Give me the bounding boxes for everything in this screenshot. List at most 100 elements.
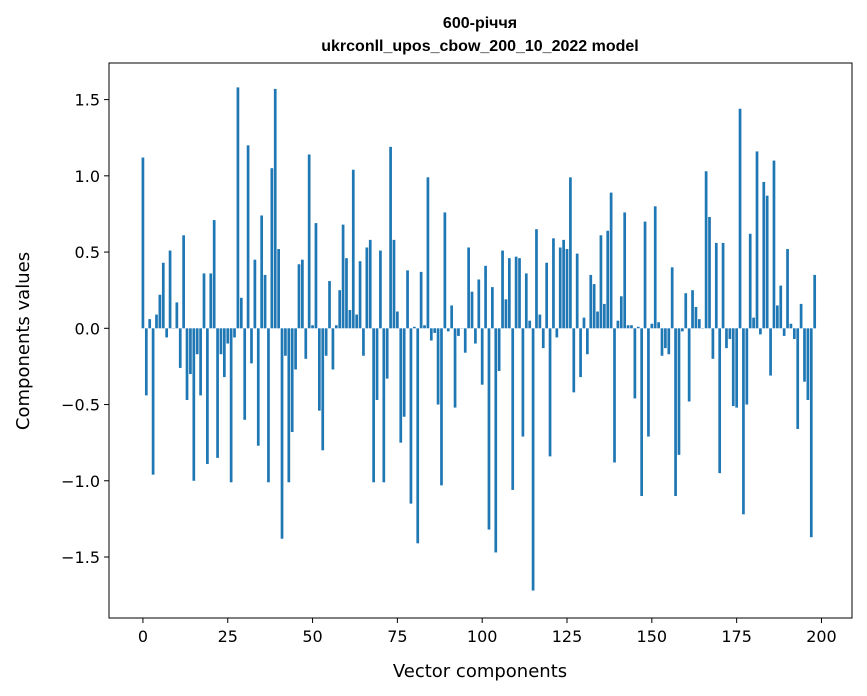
x-tick-label: 0 bbox=[138, 627, 148, 646]
bar-104 bbox=[494, 328, 498, 553]
bar-194 bbox=[799, 303, 803, 329]
bar-191 bbox=[789, 323, 793, 329]
bar-2 bbox=[148, 319, 152, 329]
bar-105 bbox=[497, 328, 501, 371]
bar-96 bbox=[467, 247, 470, 329]
bar-174 bbox=[731, 328, 735, 407]
bar-78 bbox=[406, 270, 409, 329]
bar-22 bbox=[216, 328, 219, 458]
bar-137 bbox=[606, 230, 610, 329]
bar-53 bbox=[321, 328, 325, 451]
bar-149 bbox=[647, 328, 650, 437]
y-tick-label: 0.0 bbox=[75, 319, 100, 338]
bar-60 bbox=[345, 258, 348, 329]
bar-132 bbox=[589, 274, 593, 329]
x-tick-label: 25 bbox=[218, 627, 238, 646]
bar-134 bbox=[596, 311, 599, 329]
bar-75 bbox=[396, 311, 399, 329]
bar-92 bbox=[453, 328, 457, 408]
bar-142 bbox=[623, 212, 627, 329]
bar-147 bbox=[640, 328, 644, 497]
bar-158 bbox=[677, 328, 681, 455]
x-tick-label: 100 bbox=[467, 627, 498, 646]
bar-101 bbox=[484, 265, 487, 329]
bar-58 bbox=[338, 290, 342, 329]
bar-185 bbox=[769, 328, 772, 376]
bar-14 bbox=[189, 328, 192, 375]
bar-59 bbox=[341, 224, 345, 329]
bar-164 bbox=[697, 319, 701, 329]
bar-119 bbox=[545, 262, 549, 329]
bar-151 bbox=[653, 206, 657, 329]
bar-139 bbox=[613, 328, 616, 463]
bar-179 bbox=[748, 233, 752, 329]
bar-76 bbox=[399, 328, 403, 443]
bar-57 bbox=[334, 325, 338, 329]
bar-49 bbox=[307, 154, 311, 329]
bar-43 bbox=[287, 328, 291, 483]
bar-198 bbox=[813, 274, 817, 329]
bar-45 bbox=[294, 328, 297, 370]
bar-97 bbox=[470, 291, 474, 329]
bar-70 bbox=[379, 250, 382, 329]
y-tick-label: −0.5 bbox=[61, 396, 100, 415]
bar-106 bbox=[501, 250, 504, 329]
bar-16 bbox=[195, 328, 199, 355]
x-tick-label: 50 bbox=[302, 627, 322, 646]
y-tick-label: 1.5 bbox=[75, 91, 100, 110]
bar-88 bbox=[440, 328, 443, 486]
bar-148 bbox=[643, 221, 647, 329]
bar-0 bbox=[141, 157, 145, 329]
bar-186 bbox=[772, 160, 776, 329]
bar-30 bbox=[243, 328, 247, 420]
bar-143 bbox=[626, 325, 630, 329]
bar-66 bbox=[365, 247, 369, 329]
bar-136 bbox=[602, 303, 606, 329]
bar-40 bbox=[277, 249, 280, 329]
bar-11 bbox=[178, 328, 182, 368]
bar-120 bbox=[548, 328, 552, 457]
x-axis-label: Vector components bbox=[393, 661, 567, 682]
y-tick-label: −1.5 bbox=[61, 548, 100, 567]
bar-68 bbox=[372, 328, 375, 483]
bar-176 bbox=[738, 108, 742, 329]
bar-77 bbox=[402, 328, 406, 417]
bar-187 bbox=[776, 305, 779, 329]
bar-25 bbox=[226, 328, 230, 344]
bar-130 bbox=[582, 317, 586, 329]
bar-182 bbox=[759, 328, 762, 335]
bar-19 bbox=[206, 328, 209, 464]
bar-195 bbox=[803, 328, 806, 382]
bar-72 bbox=[385, 328, 389, 379]
bar-33 bbox=[253, 259, 257, 329]
bar-197 bbox=[809, 328, 813, 538]
bar-93 bbox=[457, 328, 460, 336]
bar-4 bbox=[155, 314, 158, 329]
bar-62 bbox=[351, 169, 355, 329]
bar-116 bbox=[535, 229, 538, 329]
bar-118 bbox=[541, 328, 545, 349]
bar-152 bbox=[657, 322, 660, 329]
bar-74 bbox=[392, 239, 396, 329]
bar-131 bbox=[586, 328, 589, 355]
bar-52 bbox=[317, 328, 321, 411]
bar-153 bbox=[660, 328, 664, 356]
bar-67 bbox=[368, 239, 372, 329]
bar-170 bbox=[718, 328, 722, 474]
bar-196 bbox=[806, 328, 810, 400]
bar-98 bbox=[474, 328, 477, 344]
bar-20 bbox=[209, 273, 213, 329]
bar-110 bbox=[514, 256, 518, 329]
bar-89 bbox=[443, 212, 447, 329]
bar-90 bbox=[446, 328, 450, 332]
bar-178 bbox=[745, 328, 749, 405]
bar-24 bbox=[222, 328, 226, 378]
bar-17 bbox=[199, 328, 202, 396]
chart-title: 600-річчя bbox=[443, 15, 517, 32]
bar-35 bbox=[260, 215, 264, 329]
bar-54 bbox=[324, 328, 328, 356]
bar-117 bbox=[538, 314, 542, 329]
bar-32 bbox=[250, 328, 253, 364]
bar-13 bbox=[185, 328, 189, 400]
